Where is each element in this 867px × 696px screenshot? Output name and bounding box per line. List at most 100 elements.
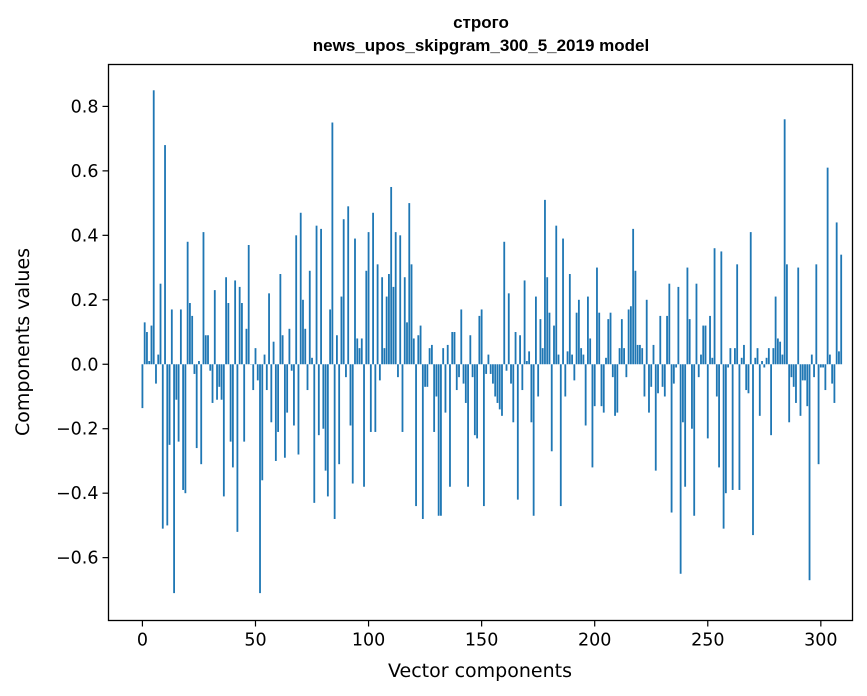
bar-160 <box>503 241 506 365</box>
bar-284 <box>783 119 786 365</box>
bar-304 <box>828 354 831 365</box>
bar-180 <box>548 312 551 365</box>
bar-232 <box>666 315 668 365</box>
bar-39 <box>229 364 232 442</box>
bar-57 <box>270 364 273 423</box>
bar-226 <box>652 344 655 365</box>
bar-202 <box>598 312 601 365</box>
bar-235 <box>672 364 675 384</box>
bar-257 <box>722 364 725 529</box>
bar-20 <box>186 241 189 365</box>
bar-293 <box>804 364 806 381</box>
bar-18 <box>182 364 185 490</box>
bar-294 <box>806 364 809 407</box>
bar-177 <box>541 348 544 365</box>
bar-272 <box>756 348 759 365</box>
bar-67 <box>293 364 295 426</box>
bar-120 <box>412 338 415 365</box>
bar-302 <box>824 364 827 391</box>
bar-51 <box>256 364 259 381</box>
bar-32 <box>213 290 216 365</box>
bar-205 <box>605 357 607 365</box>
bar-82 <box>326 364 329 497</box>
bar-247 <box>700 354 702 365</box>
bar-19 <box>184 364 187 494</box>
bar-116 <box>403 277 406 365</box>
bar-64 <box>286 364 289 413</box>
bar-11 <box>166 364 169 526</box>
bar-78 <box>317 364 320 436</box>
bar-125 <box>424 364 426 387</box>
bar-305 <box>831 364 834 384</box>
bar-194 <box>580 348 583 365</box>
bar-175 <box>537 364 540 397</box>
bar-13 <box>170 309 173 365</box>
bar-178 <box>544 199 546 365</box>
bar-118 <box>408 203 411 365</box>
bar-124 <box>421 364 424 519</box>
bar-148 <box>476 364 479 439</box>
bar-162 <box>507 293 510 365</box>
bar-38 <box>227 303 230 365</box>
bar-100 <box>367 232 370 365</box>
x-axis-ticks: 0 50 100 150 200 250 300 <box>137 620 838 651</box>
bar-10 <box>164 145 166 365</box>
bar-292 <box>801 364 804 381</box>
bar-269 <box>749 232 752 365</box>
bar-45 <box>243 364 246 442</box>
bar-290 <box>797 267 800 365</box>
bar-275 <box>763 364 766 368</box>
bar-122 <box>417 335 420 365</box>
x-tick-label: 200 <box>578 631 611 651</box>
bar-119 <box>410 264 413 365</box>
bar-299 <box>817 364 820 465</box>
bar-212 <box>620 319 623 365</box>
bar-230 <box>661 364 664 387</box>
bar-55 <box>265 364 268 391</box>
bar-296 <box>810 354 813 365</box>
bar-250 <box>706 364 709 439</box>
bar-90 <box>345 364 347 378</box>
bar-249 <box>704 325 707 365</box>
bar-23 <box>193 364 196 374</box>
bar-103 <box>374 364 377 432</box>
bar-121 <box>415 364 417 507</box>
bar-61 <box>279 274 282 365</box>
bar-114 <box>399 235 402 365</box>
bar-4 <box>150 325 153 365</box>
bar-135 <box>446 344 449 365</box>
bar-206 <box>607 319 610 365</box>
bar-70 <box>299 212 302 365</box>
bar-259 <box>727 364 730 368</box>
bar-144 <box>467 364 469 487</box>
y-tick-label: 0.4 <box>71 226 99 246</box>
bar-113 <box>397 364 399 378</box>
bar-196 <box>584 364 587 426</box>
bar-255 <box>718 364 720 468</box>
bar-76 <box>313 364 316 503</box>
bar-240 <box>684 364 687 487</box>
bar-266 <box>743 344 745 365</box>
bar-214 <box>625 364 628 378</box>
bar-246 <box>697 364 700 378</box>
bar-129 <box>433 364 436 432</box>
bar-68 <box>295 235 298 365</box>
bar-44 <box>241 303 243 365</box>
bar-280 <box>774 296 777 365</box>
bar-283 <box>781 354 784 365</box>
bar-307 <box>835 222 838 365</box>
y-tick-label: −0.2 <box>56 420 99 440</box>
bar-37 <box>225 277 227 365</box>
bar-210 <box>616 364 619 413</box>
bar-187 <box>564 364 567 397</box>
bar-9 <box>161 364 164 529</box>
bar-263 <box>736 264 739 365</box>
bar-176 <box>539 319 542 365</box>
bar-163 <box>510 364 512 384</box>
bar-161 <box>505 364 508 371</box>
bar-81 <box>324 364 327 471</box>
bar-53 <box>261 364 264 481</box>
bar-223 <box>645 299 648 365</box>
bar-288 <box>792 364 795 387</box>
bar-195 <box>582 354 585 365</box>
